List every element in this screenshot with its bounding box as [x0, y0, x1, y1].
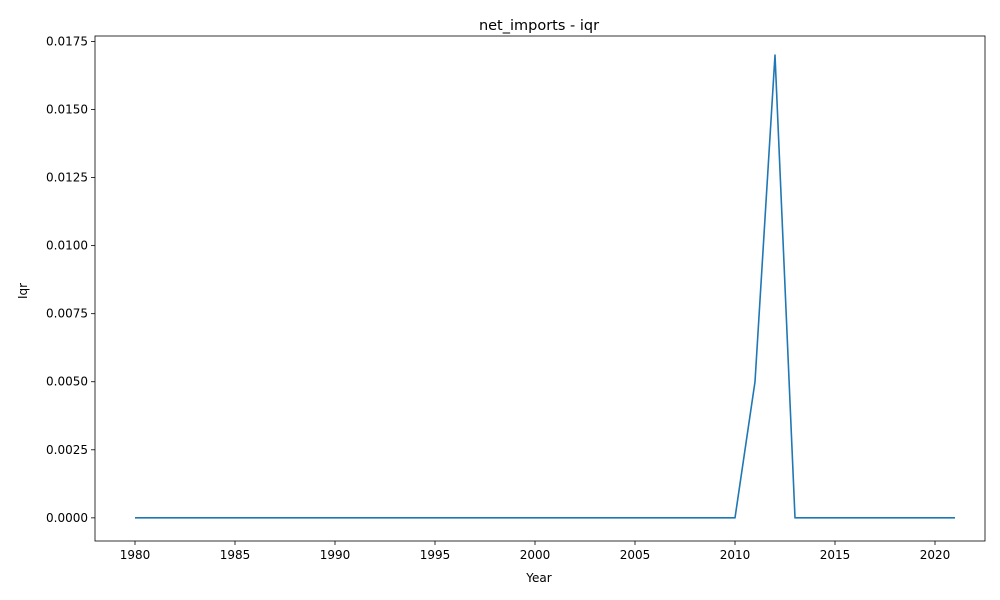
series-line	[135, 54, 955, 519]
y-tick-label: 0.0050	[46, 375, 88, 389]
y-axis-ticks: 0.0000 0.0025 0.0050 0.0075 0.0100 0.0125 0.01…	[46, 34, 95, 525]
y-tick-label: 0.0075	[46, 307, 88, 321]
x-axis-ticks: 1980 1985 1990 1995 2000 2005 2010 2015 2020	[120, 541, 951, 562]
x-tick-label: 2020	[920, 548, 951, 562]
y-tick-label: 0.0175	[46, 34, 88, 48]
y-tick-label: 0.0000	[46, 511, 88, 525]
y-axis-label: Iqr	[16, 283, 30, 299]
y-tick-label: 0.0100	[46, 239, 88, 253]
x-tick-label: 1985	[220, 548, 251, 562]
x-tick-label: 1980	[120, 548, 151, 562]
y-tick-label: 0.0125	[46, 171, 88, 185]
y-tick-label: 0.0150	[46, 103, 88, 117]
x-tick-label: 2015	[820, 548, 851, 562]
chart-title: net_imports - iqr	[479, 18, 599, 34]
series-layer	[135, 54, 955, 519]
x-tick-label: 2005	[620, 548, 651, 562]
x-tick-label: 1995	[420, 548, 451, 562]
y-tick-label: 0.0025	[46, 443, 88, 457]
plot-frame	[94, 35, 986, 542]
x-axis-label: Year	[525, 571, 551, 585]
x-tick-label: 2000	[520, 548, 551, 562]
x-tick-label: 2010	[720, 548, 751, 562]
x-tick-label: 1990	[320, 548, 351, 562]
